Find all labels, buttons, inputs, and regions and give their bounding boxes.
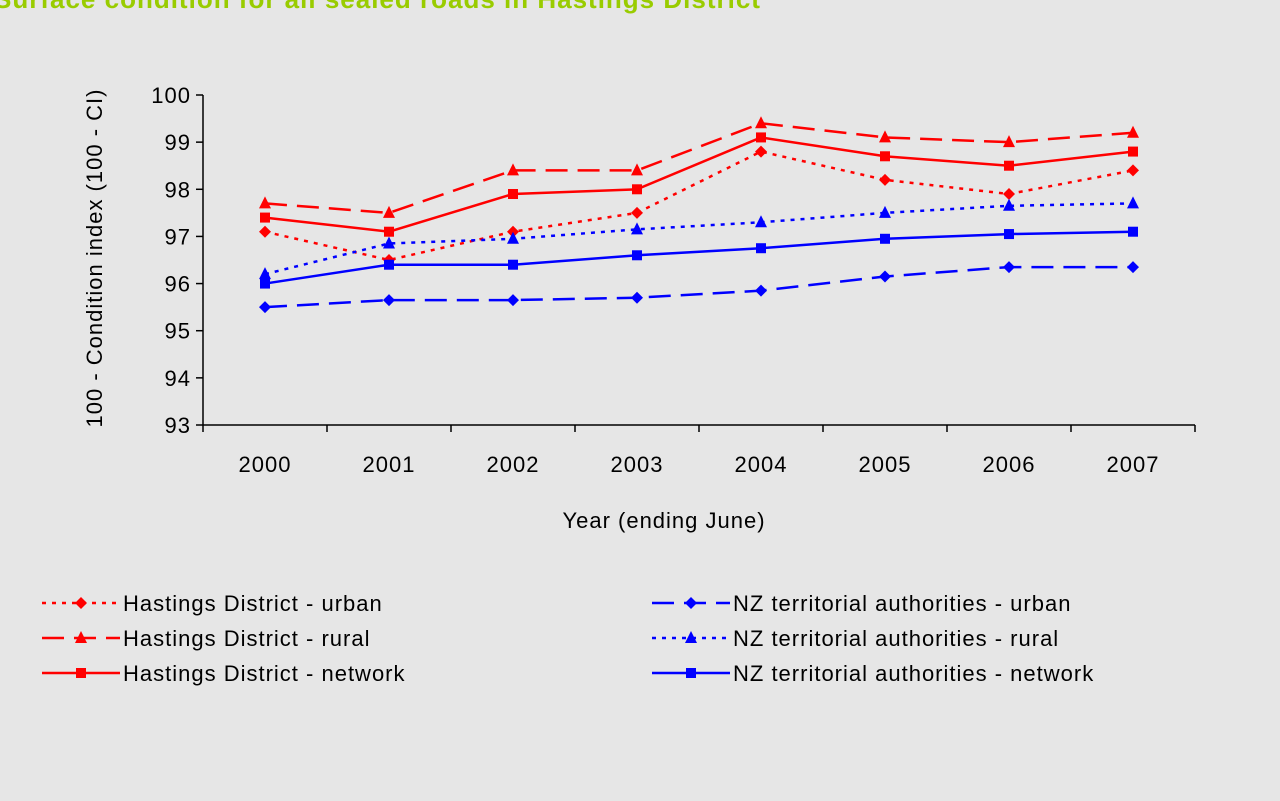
series-line xyxy=(264,136,1134,233)
marker xyxy=(507,225,519,238)
marker xyxy=(260,278,270,289)
series-line xyxy=(264,230,1134,285)
marker xyxy=(508,189,518,199)
marker xyxy=(507,231,519,244)
x-tick-label: 2002 xyxy=(487,452,540,477)
marker xyxy=(756,243,766,254)
x-tick-label: 2001 xyxy=(363,452,416,477)
y-tick-label: 95 xyxy=(165,319,191,344)
marker xyxy=(259,267,271,280)
marker xyxy=(632,250,642,261)
marker xyxy=(1127,125,1139,138)
y-axis-label: 100 - Condition index (100 - CI) xyxy=(82,88,107,428)
legend-marker xyxy=(75,597,87,609)
legend-marker xyxy=(685,597,697,609)
legend-label: NZ territorial authorities - network xyxy=(733,661,1094,686)
marker xyxy=(755,215,767,228)
y-tick-label: 99 xyxy=(165,130,191,155)
marker xyxy=(259,225,271,238)
marker xyxy=(879,205,891,218)
y-tick-label: 98 xyxy=(165,177,191,202)
x-tick-label: 2003 xyxy=(611,452,664,477)
legend-label: Hastings District - rural xyxy=(123,626,370,651)
legend-label: Hastings District - network xyxy=(123,661,406,686)
marker xyxy=(631,163,643,176)
chart-title: Surface condition for all sealed roads i… xyxy=(0,0,761,14)
marker xyxy=(1003,188,1015,200)
marker xyxy=(755,284,767,297)
y-tick-label: 100 xyxy=(151,83,191,108)
x-tick-label: 2004 xyxy=(735,452,788,477)
y-tick-label: 93 xyxy=(165,413,191,438)
marker xyxy=(384,259,394,270)
marker xyxy=(755,145,767,158)
marker xyxy=(631,222,643,235)
marker xyxy=(879,130,891,143)
marker xyxy=(880,151,890,162)
legend-marker xyxy=(75,631,87,643)
marker xyxy=(756,132,766,143)
marker xyxy=(383,236,395,249)
legend-label: NZ territorial authorities - urban xyxy=(733,591,1071,616)
marker xyxy=(507,294,519,307)
marker xyxy=(879,270,891,283)
y-tick-label: 97 xyxy=(165,224,191,249)
marker xyxy=(1127,196,1139,209)
marker xyxy=(1004,229,1014,240)
marker xyxy=(1128,146,1138,157)
marker xyxy=(259,301,271,314)
marker xyxy=(383,205,395,218)
marker xyxy=(631,291,643,304)
y-tick-label: 96 xyxy=(165,272,191,297)
marker xyxy=(1003,261,1015,274)
x-tick-label: 2005 xyxy=(859,452,912,477)
legend-marker xyxy=(686,668,696,678)
marker xyxy=(755,116,767,129)
marker xyxy=(259,196,271,209)
marker xyxy=(1128,226,1138,237)
marker xyxy=(1127,164,1139,177)
marker xyxy=(508,259,518,270)
legend-marker xyxy=(76,668,86,678)
marker xyxy=(1004,160,1014,171)
marker xyxy=(880,233,890,244)
marker xyxy=(632,184,642,195)
series-line xyxy=(264,122,1134,215)
marker xyxy=(1127,261,1139,274)
marker xyxy=(384,226,394,237)
x-tick-label: 2000 xyxy=(239,452,292,477)
marker xyxy=(631,206,643,219)
marker xyxy=(1003,198,1015,211)
x-axis-label: Year (ending June) xyxy=(562,508,765,533)
x-tick-label: 2007 xyxy=(1107,452,1160,477)
marker xyxy=(1003,135,1015,148)
legend-label: Hastings District - urban xyxy=(123,591,383,616)
marker xyxy=(383,294,395,307)
marker xyxy=(507,163,519,176)
marker xyxy=(879,173,891,186)
legend-label: NZ territorial authorities - rural xyxy=(733,626,1059,651)
legend-marker xyxy=(685,631,697,643)
y-tick-label: 94 xyxy=(165,366,191,391)
series-line xyxy=(264,265,1133,309)
x-tick-label: 2006 xyxy=(983,452,1036,477)
marker xyxy=(260,212,270,223)
